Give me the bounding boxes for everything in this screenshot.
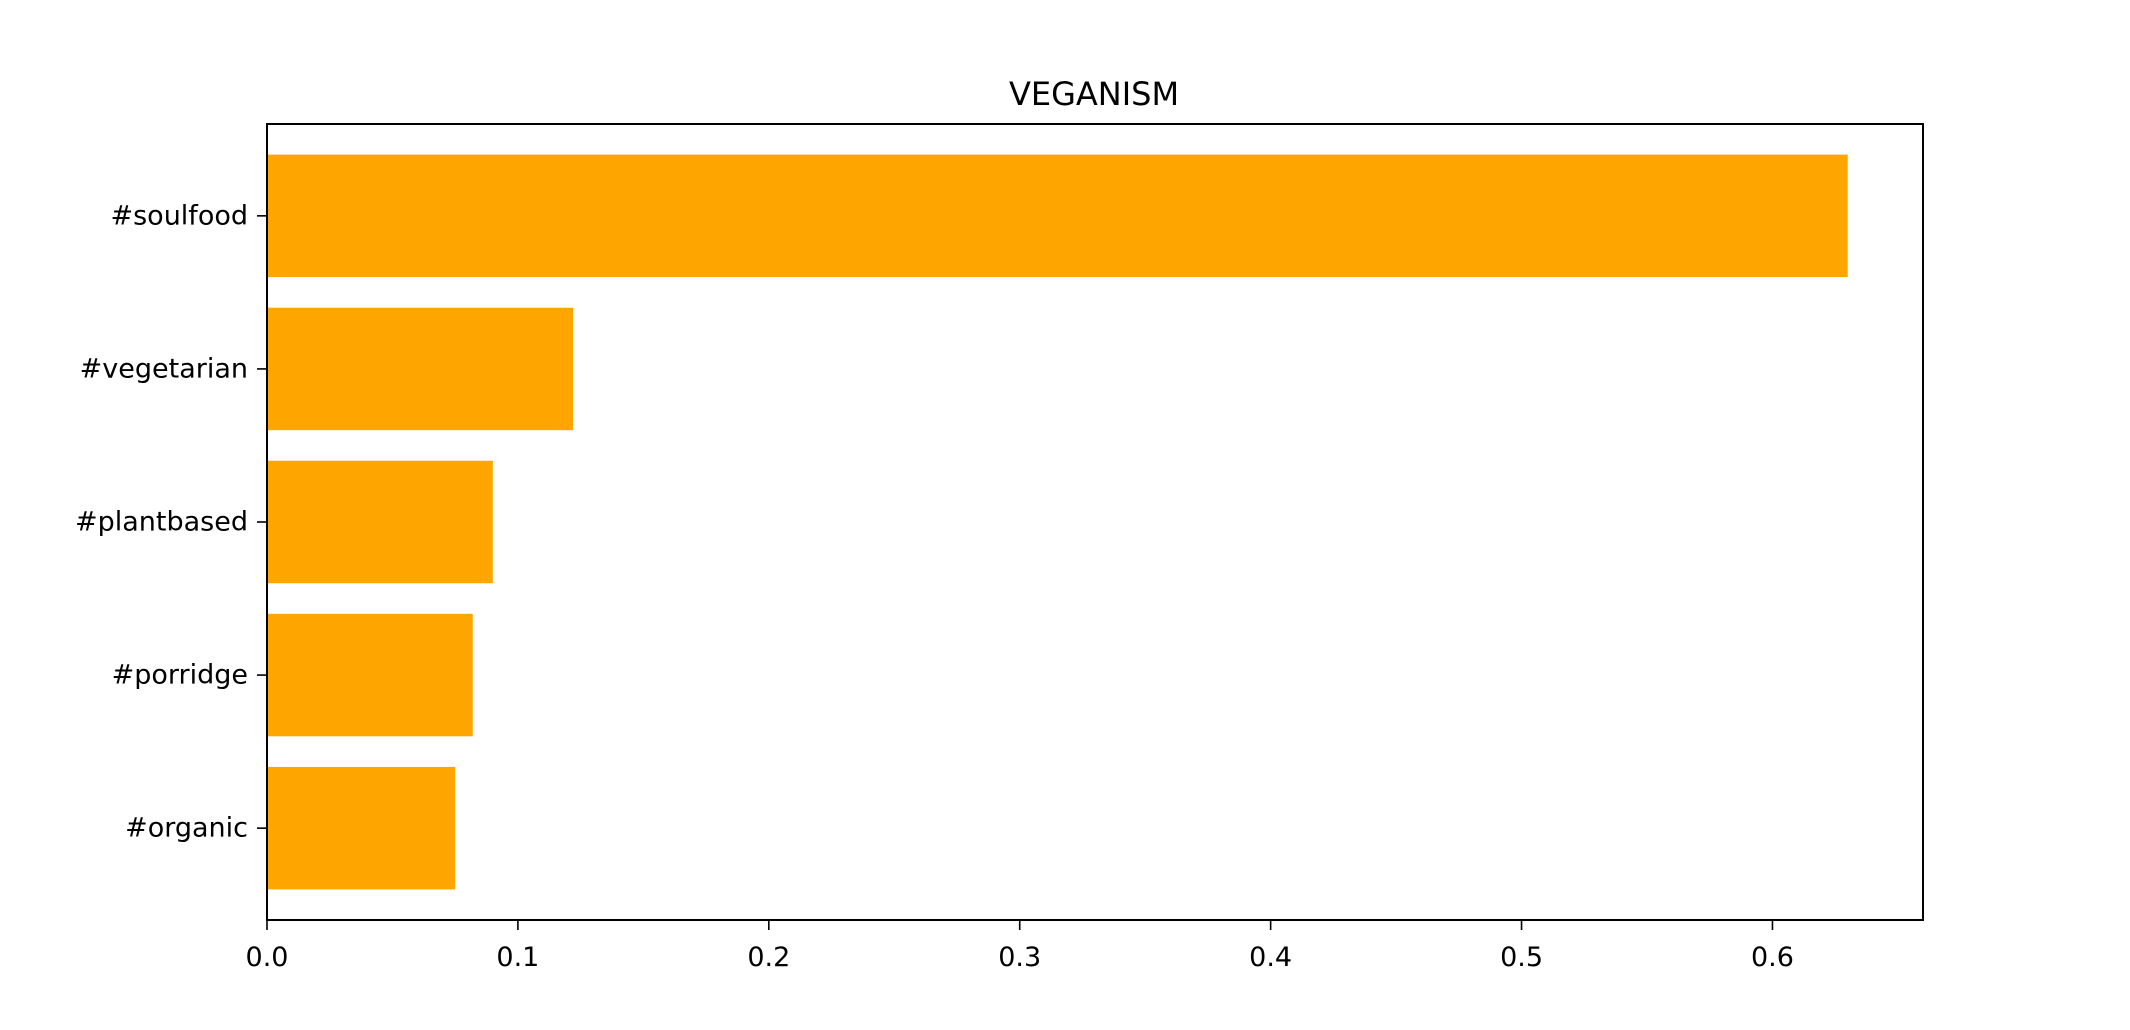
x-tick-label: 0.5 (1500, 942, 1543, 973)
bar-organic (267, 766, 456, 890)
bars (267, 154, 1848, 890)
bar-plantbased (267, 460, 493, 584)
y-axis: #soulfood #vegetarian #plantbased #porridge… (75, 200, 267, 844)
x-axis: 0.0 0.1 0.2 0.3 0.4 0.5 0.6 (246, 920, 1794, 973)
y-tick-label: #soulfood (110, 200, 248, 231)
chart-title: VEGANISM (1009, 75, 1179, 113)
x-tick-label: 0.1 (496, 942, 539, 973)
plot-frame (266, 123, 1924, 921)
bar-porridge (267, 613, 473, 737)
x-tick-label: 0.2 (747, 942, 790, 973)
bar-vegetarian (267, 307, 574, 431)
y-tick-label: #organic (125, 813, 248, 844)
bar-soulfood (267, 154, 1848, 278)
x-tick-label: 0.4 (1249, 942, 1292, 973)
y-tick-label: #porridge (112, 660, 248, 691)
x-tick-label: 0.6 (1751, 942, 1794, 973)
x-tick-label: 0.3 (998, 942, 1041, 973)
x-tick-label: 0.0 (246, 942, 289, 973)
y-tick-label: #plantbased (75, 507, 248, 538)
y-tick-label: #vegetarian (80, 353, 248, 384)
